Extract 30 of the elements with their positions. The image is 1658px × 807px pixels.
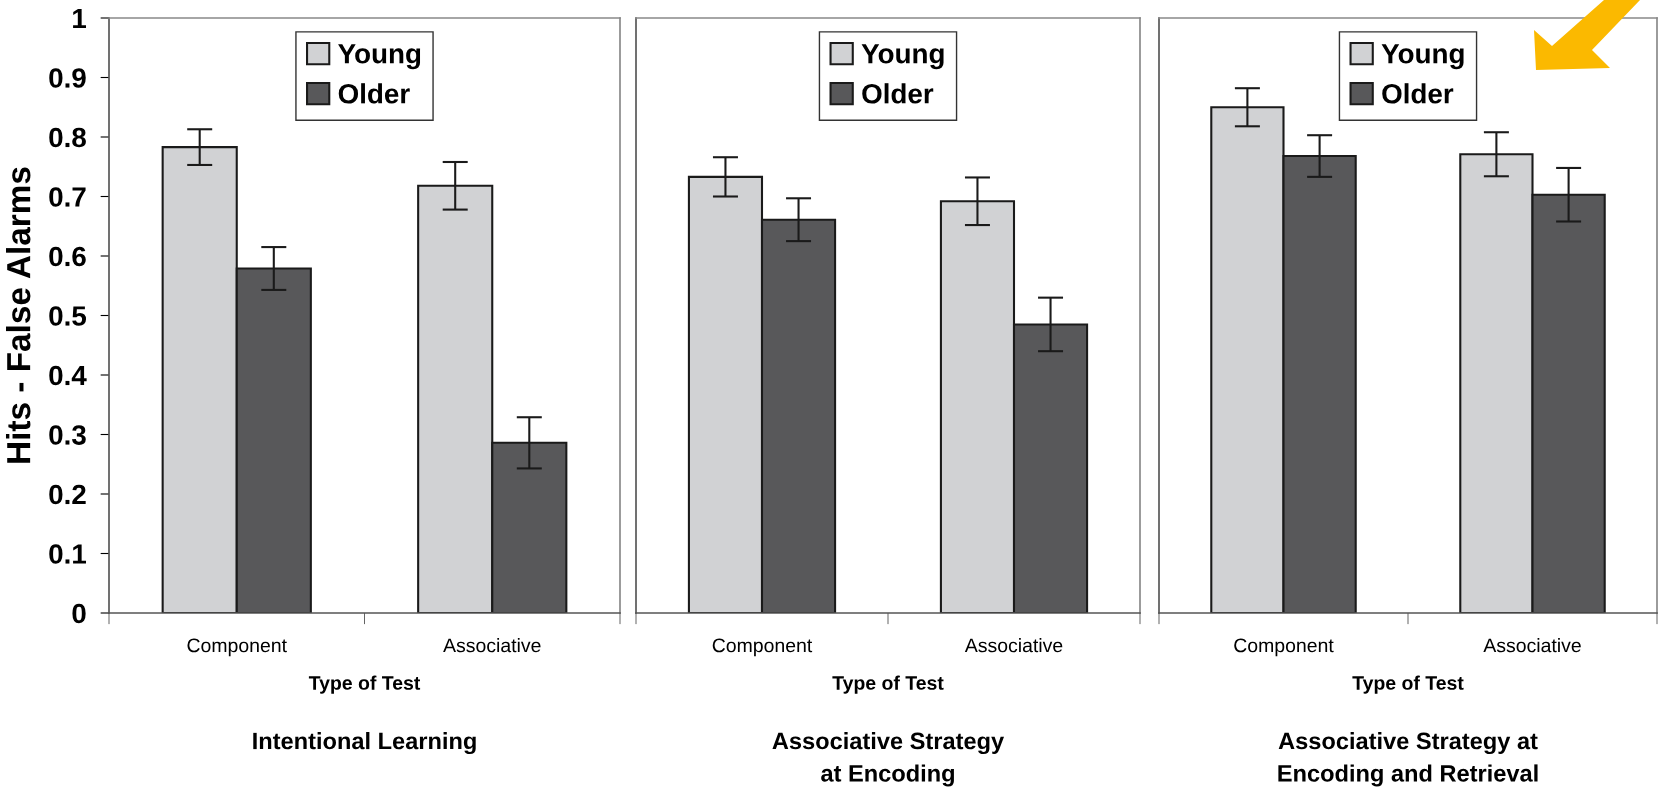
y-tick-label: 0.1	[49, 544, 87, 564]
legend-label: Older	[862, 83, 934, 104]
legend-label: Young	[861, 44, 944, 70]
x-tick-label: Component	[1234, 638, 1334, 657]
y-tick-label: 0.9	[49, 68, 86, 88]
y-tick-label: 0.4	[49, 365, 87, 386]
x-axis-title: Type of Test	[1352, 675, 1464, 694]
legend-label: Young	[1381, 44, 1464, 70]
x-tick-label: Component	[187, 638, 287, 657]
y-tick-label: 0.7	[49, 187, 86, 207]
x-tick-label: Component	[712, 638, 813, 657]
y-tick-label: 0.8	[49, 127, 86, 148]
x-axis-title: Type of Test	[832, 675, 944, 694]
legend-label: Older	[1382, 83, 1454, 104]
x-tick-label: Associative	[1483, 638, 1581, 653]
y-tick-label: 0.6	[49, 246, 86, 267]
y-tick-label: 1	[73, 8, 87, 29]
y-tick-label: 0.3	[49, 425, 86, 445]
text: Associative Strategy at Encoding and Retrieval	[1278, 732, 1538, 787]
x-tick-label: Associative	[443, 638, 541, 653]
y-tick-label: 0.5	[49, 306, 87, 326]
y-tick-label: 0	[72, 603, 86, 624]
legend-label: Young	[338, 44, 421, 70]
x-tick-label: Associative	[964, 638, 1063, 653]
x-axis-title: Type of Test	[308, 675, 421, 694]
y-axis-title: Hits - False Alarms	[5, 167, 31, 463]
legend-label: Older	[338, 83, 410, 104]
y-tick-label: 0.2	[49, 484, 86, 505]
text: Intentional Learning	[253, 732, 476, 755]
text: Associative Strategy at Encoding	[772, 732, 1005, 787]
